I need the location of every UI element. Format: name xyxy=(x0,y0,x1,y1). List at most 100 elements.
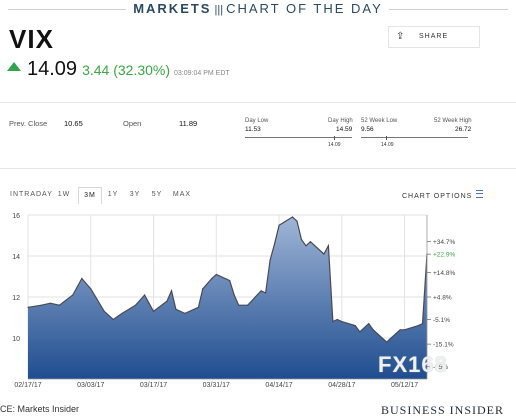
data-point xyxy=(305,245,307,247)
data-point xyxy=(269,259,271,261)
data-point xyxy=(211,277,213,280)
data-point xyxy=(197,306,199,308)
data-point xyxy=(354,325,356,327)
right-axis-label: +4.8% xyxy=(433,295,452,302)
data-point xyxy=(152,310,155,312)
tab-intraday[interactable]: INTRADAY xyxy=(10,191,53,198)
prev-close-value: 10.65 xyxy=(64,119,83,128)
data-point xyxy=(121,312,123,314)
source-credit: CE: Markets Insider xyxy=(0,404,80,414)
data-point xyxy=(72,294,74,296)
banner-text: MARKETS ||| CHART OF THE DAY xyxy=(127,0,389,19)
menu-icon xyxy=(476,190,484,198)
data-point xyxy=(166,300,168,302)
data-point xyxy=(202,288,204,290)
banner-separator-icon: ||| xyxy=(214,4,224,16)
series-line xyxy=(27,216,428,343)
chart-options-button[interactable]: CHART OPTIONS xyxy=(402,190,484,200)
data-point xyxy=(175,308,177,310)
watermark: FX168 xyxy=(378,352,448,377)
prev-close-label: Prev. Close xyxy=(9,119,48,128)
data-point xyxy=(323,253,325,255)
day-low-value: 11.53 xyxy=(245,126,261,133)
banner-rule-right xyxy=(358,9,508,10)
x-tick-label: 04/14/17 xyxy=(265,382,292,389)
up-arrow-icon xyxy=(7,62,21,71)
tab-3m[interactable]: 3M xyxy=(78,187,102,204)
week52-high-label: 52 Week High xyxy=(434,118,472,124)
brand-logo: BUSINESS INSIDER xyxy=(380,403,504,417)
data-point xyxy=(184,312,186,314)
share-icon: ⇪ xyxy=(396,31,406,42)
data-point xyxy=(170,290,173,292)
tab-1w[interactable]: 1W xyxy=(57,191,71,198)
data-point xyxy=(148,302,150,304)
data-point xyxy=(390,337,392,339)
series-area xyxy=(28,217,427,379)
data-point xyxy=(363,327,365,329)
data-point xyxy=(399,329,401,331)
data-point xyxy=(421,323,424,325)
tab-3y[interactable]: 3Y xyxy=(129,191,141,198)
y-tick-label: 12 xyxy=(12,295,20,302)
quote-row: 14.09 3.44 (32.30%) 03:09:04 PM EDT xyxy=(7,58,230,86)
share-button[interactable]: ⇪ SHARE xyxy=(388,26,480,48)
y-tick-label: 16 xyxy=(12,213,20,220)
x-tick-label: 03/03/17 xyxy=(77,382,104,389)
data-point xyxy=(372,329,374,331)
data-point xyxy=(229,280,231,282)
share-label: SHARE xyxy=(419,33,449,40)
x-tick-label: 02/17/17 xyxy=(14,382,41,389)
right-axis-label: -15.1% xyxy=(433,342,454,349)
data-point xyxy=(265,292,267,294)
open-label: Open xyxy=(123,119,142,128)
tab-max[interactable]: MAX xyxy=(172,191,192,198)
data-point xyxy=(215,273,217,276)
week52-range-bar xyxy=(361,137,468,138)
banner-section: MARKETS xyxy=(133,1,212,16)
price-chart: 02/17/17 03/03/17 03/17/17 03/31/17 04/14/17… xyxy=(12,213,455,389)
data-point xyxy=(395,333,397,335)
tab-5y[interactable]: 5Y xyxy=(151,191,163,198)
data-point xyxy=(336,318,338,321)
stats-divider-top xyxy=(0,102,516,103)
data-point xyxy=(368,323,370,325)
banner: MARKETS ||| CHART OF THE DAY xyxy=(0,0,516,19)
data-point xyxy=(341,321,343,323)
quote-timestamp: 03:09:04 PM EDT xyxy=(174,70,230,77)
right-axis-label: +14.8% xyxy=(433,270,455,277)
banner-rule-left xyxy=(8,9,126,10)
data-point xyxy=(135,304,137,306)
stats-divider-bottom xyxy=(0,168,516,169)
ticker-symbol: VIX xyxy=(9,24,54,54)
data-point xyxy=(417,325,419,327)
data-point xyxy=(300,239,303,241)
tab-1y[interactable]: 1Y xyxy=(107,191,119,198)
data-point xyxy=(404,329,406,331)
data-point xyxy=(90,288,92,290)
day-high-label: Day High xyxy=(328,118,353,124)
right-axis-label: -25% xyxy=(433,364,448,371)
week52-low-label: 52 Week Low xyxy=(361,118,398,124)
data-point xyxy=(327,245,329,247)
price-change: 3.44 (32.30%) xyxy=(82,62,171,78)
day-range-marker xyxy=(334,136,335,140)
x-tick-label: 03/31/17 xyxy=(203,382,230,389)
data-point xyxy=(386,341,388,343)
right-axis-label: +34.7% xyxy=(433,239,455,246)
week52-range-current: 14.09 xyxy=(381,142,394,148)
data-point xyxy=(274,243,276,245)
data-point xyxy=(296,220,298,222)
data-point xyxy=(332,321,334,323)
data-point xyxy=(144,294,146,296)
data-point xyxy=(49,302,52,304)
week52-range-marker xyxy=(386,136,387,140)
data-point xyxy=(58,304,61,306)
data-point xyxy=(309,241,311,243)
y-tick-label: 10 xyxy=(12,336,20,343)
y-tick-label: 14 xyxy=(12,254,20,261)
data-point xyxy=(260,290,262,292)
day-range-bar xyxy=(245,137,352,138)
week52-high-value: 26.72 xyxy=(455,126,472,133)
banner-title: CHART OF THE DAY xyxy=(226,1,383,16)
